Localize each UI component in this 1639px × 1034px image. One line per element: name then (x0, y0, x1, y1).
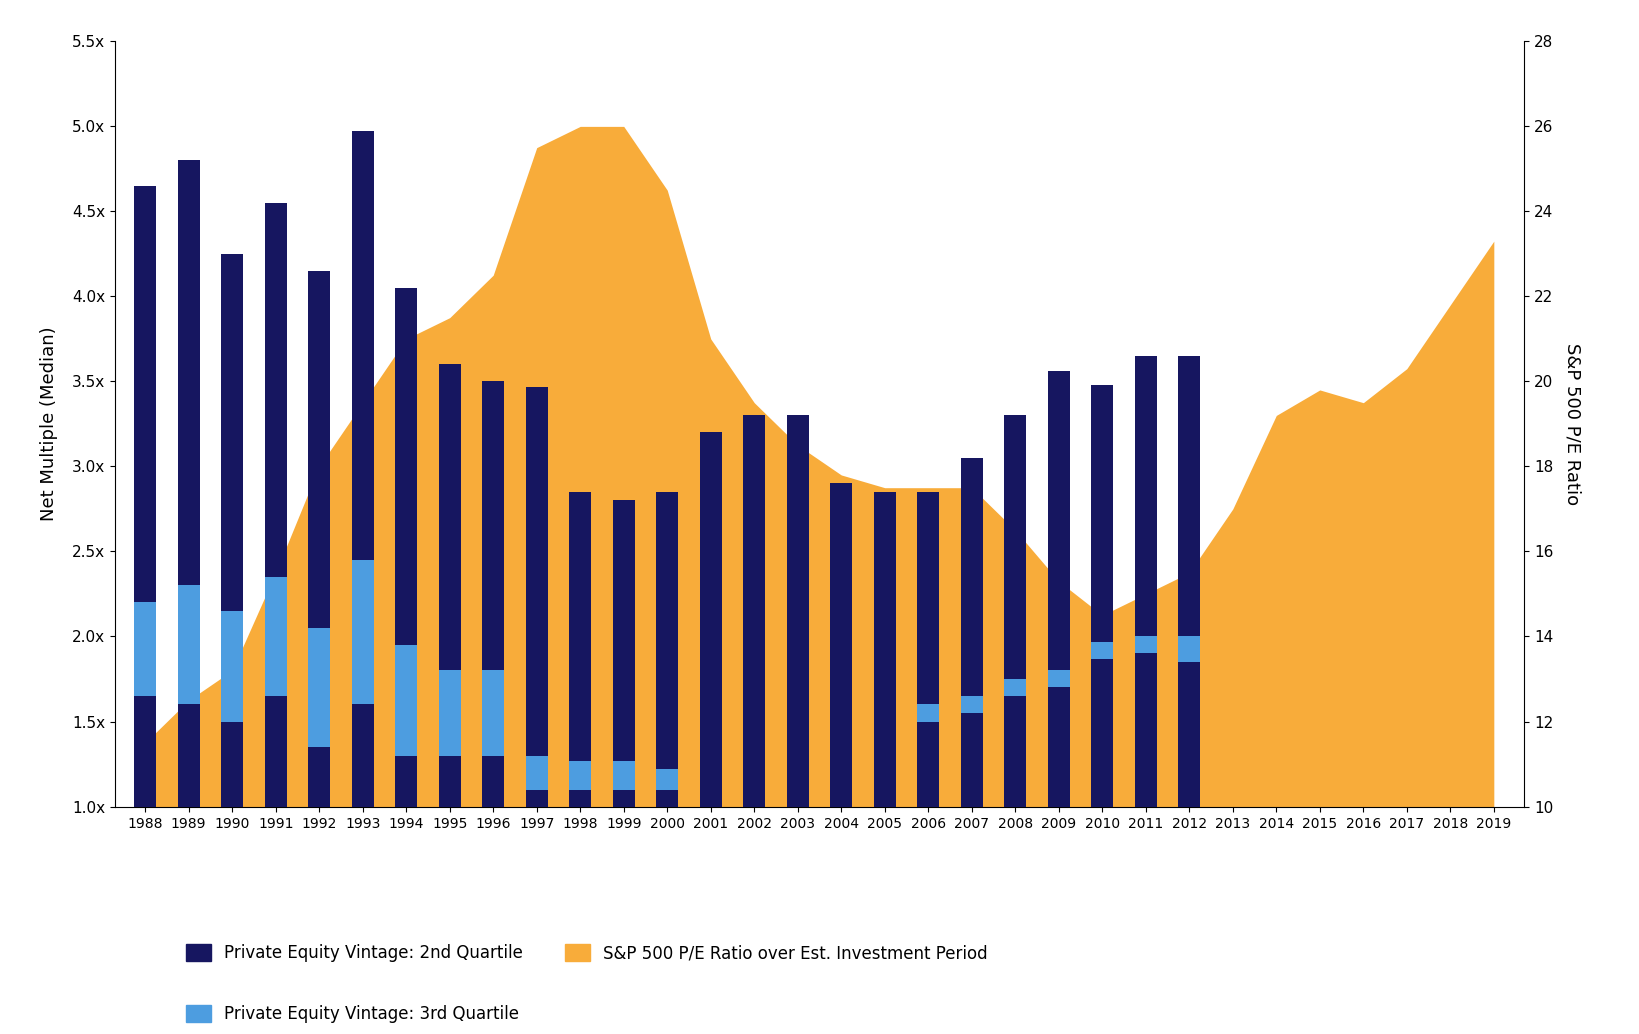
Bar (352, 131, 374, 560)
Bar (1134, 637, 1157, 653)
Bar (221, 254, 243, 611)
Bar (439, 756, 461, 807)
Y-axis label: S&P 500 P/E Ratio: S&P 500 P/E Ratio (1564, 343, 1582, 505)
Bar (395, 756, 416, 807)
Bar (266, 577, 287, 696)
Bar (395, 645, 416, 756)
Bar (656, 790, 679, 807)
Bar (1134, 653, 1157, 807)
Bar (1005, 416, 1026, 679)
Bar (1178, 356, 1200, 637)
Bar (266, 203, 287, 577)
Bar (177, 585, 200, 704)
Bar (1005, 696, 1026, 807)
Bar (874, 722, 895, 807)
Bar (352, 704, 374, 807)
Bar (569, 492, 592, 761)
Bar (308, 747, 329, 807)
Bar (526, 756, 547, 790)
Bar (831, 484, 852, 722)
Bar (787, 722, 808, 807)
Y-axis label: Net Multiple (Median): Net Multiple (Median) (39, 327, 57, 521)
Bar (482, 382, 505, 670)
Bar (1092, 385, 1113, 641)
Bar (960, 696, 983, 713)
Bar (308, 271, 329, 628)
Bar (1092, 659, 1113, 807)
Bar (874, 492, 895, 722)
Bar (831, 722, 852, 807)
Bar (526, 790, 547, 807)
Bar (656, 769, 679, 790)
Bar (266, 696, 287, 807)
Bar (308, 628, 329, 747)
Bar (569, 790, 592, 807)
Bar (395, 287, 416, 645)
Bar (744, 722, 765, 807)
Bar (613, 500, 634, 761)
Bar (613, 761, 634, 790)
Bar (482, 756, 505, 807)
Bar (134, 696, 156, 807)
Bar (613, 790, 634, 807)
Legend: Private Equity Vintage: 3rd Quartile: Private Equity Vintage: 3rd Quartile (179, 999, 526, 1030)
Bar (221, 611, 243, 722)
Bar (134, 603, 156, 696)
Bar (1092, 641, 1113, 659)
Bar (177, 704, 200, 807)
Bar (656, 492, 679, 769)
Bar (439, 364, 461, 670)
Bar (918, 704, 939, 722)
Bar (1047, 371, 1070, 670)
Bar (1178, 637, 1200, 662)
Bar (918, 492, 939, 704)
Bar (177, 160, 200, 585)
Bar (352, 560, 374, 704)
Bar (569, 761, 592, 790)
Bar (918, 722, 939, 807)
Bar (439, 670, 461, 756)
Bar (221, 722, 243, 807)
Bar (1047, 688, 1070, 807)
Bar (482, 670, 505, 756)
Bar (960, 713, 983, 807)
Bar (526, 387, 547, 756)
Bar (700, 722, 721, 807)
Bar (787, 416, 808, 722)
Bar (1178, 662, 1200, 807)
Bar (700, 432, 721, 722)
Bar (134, 186, 156, 603)
Bar (1134, 356, 1157, 637)
Bar (744, 416, 765, 722)
Bar (960, 458, 983, 696)
Bar (1005, 679, 1026, 696)
Bar (1047, 670, 1070, 688)
